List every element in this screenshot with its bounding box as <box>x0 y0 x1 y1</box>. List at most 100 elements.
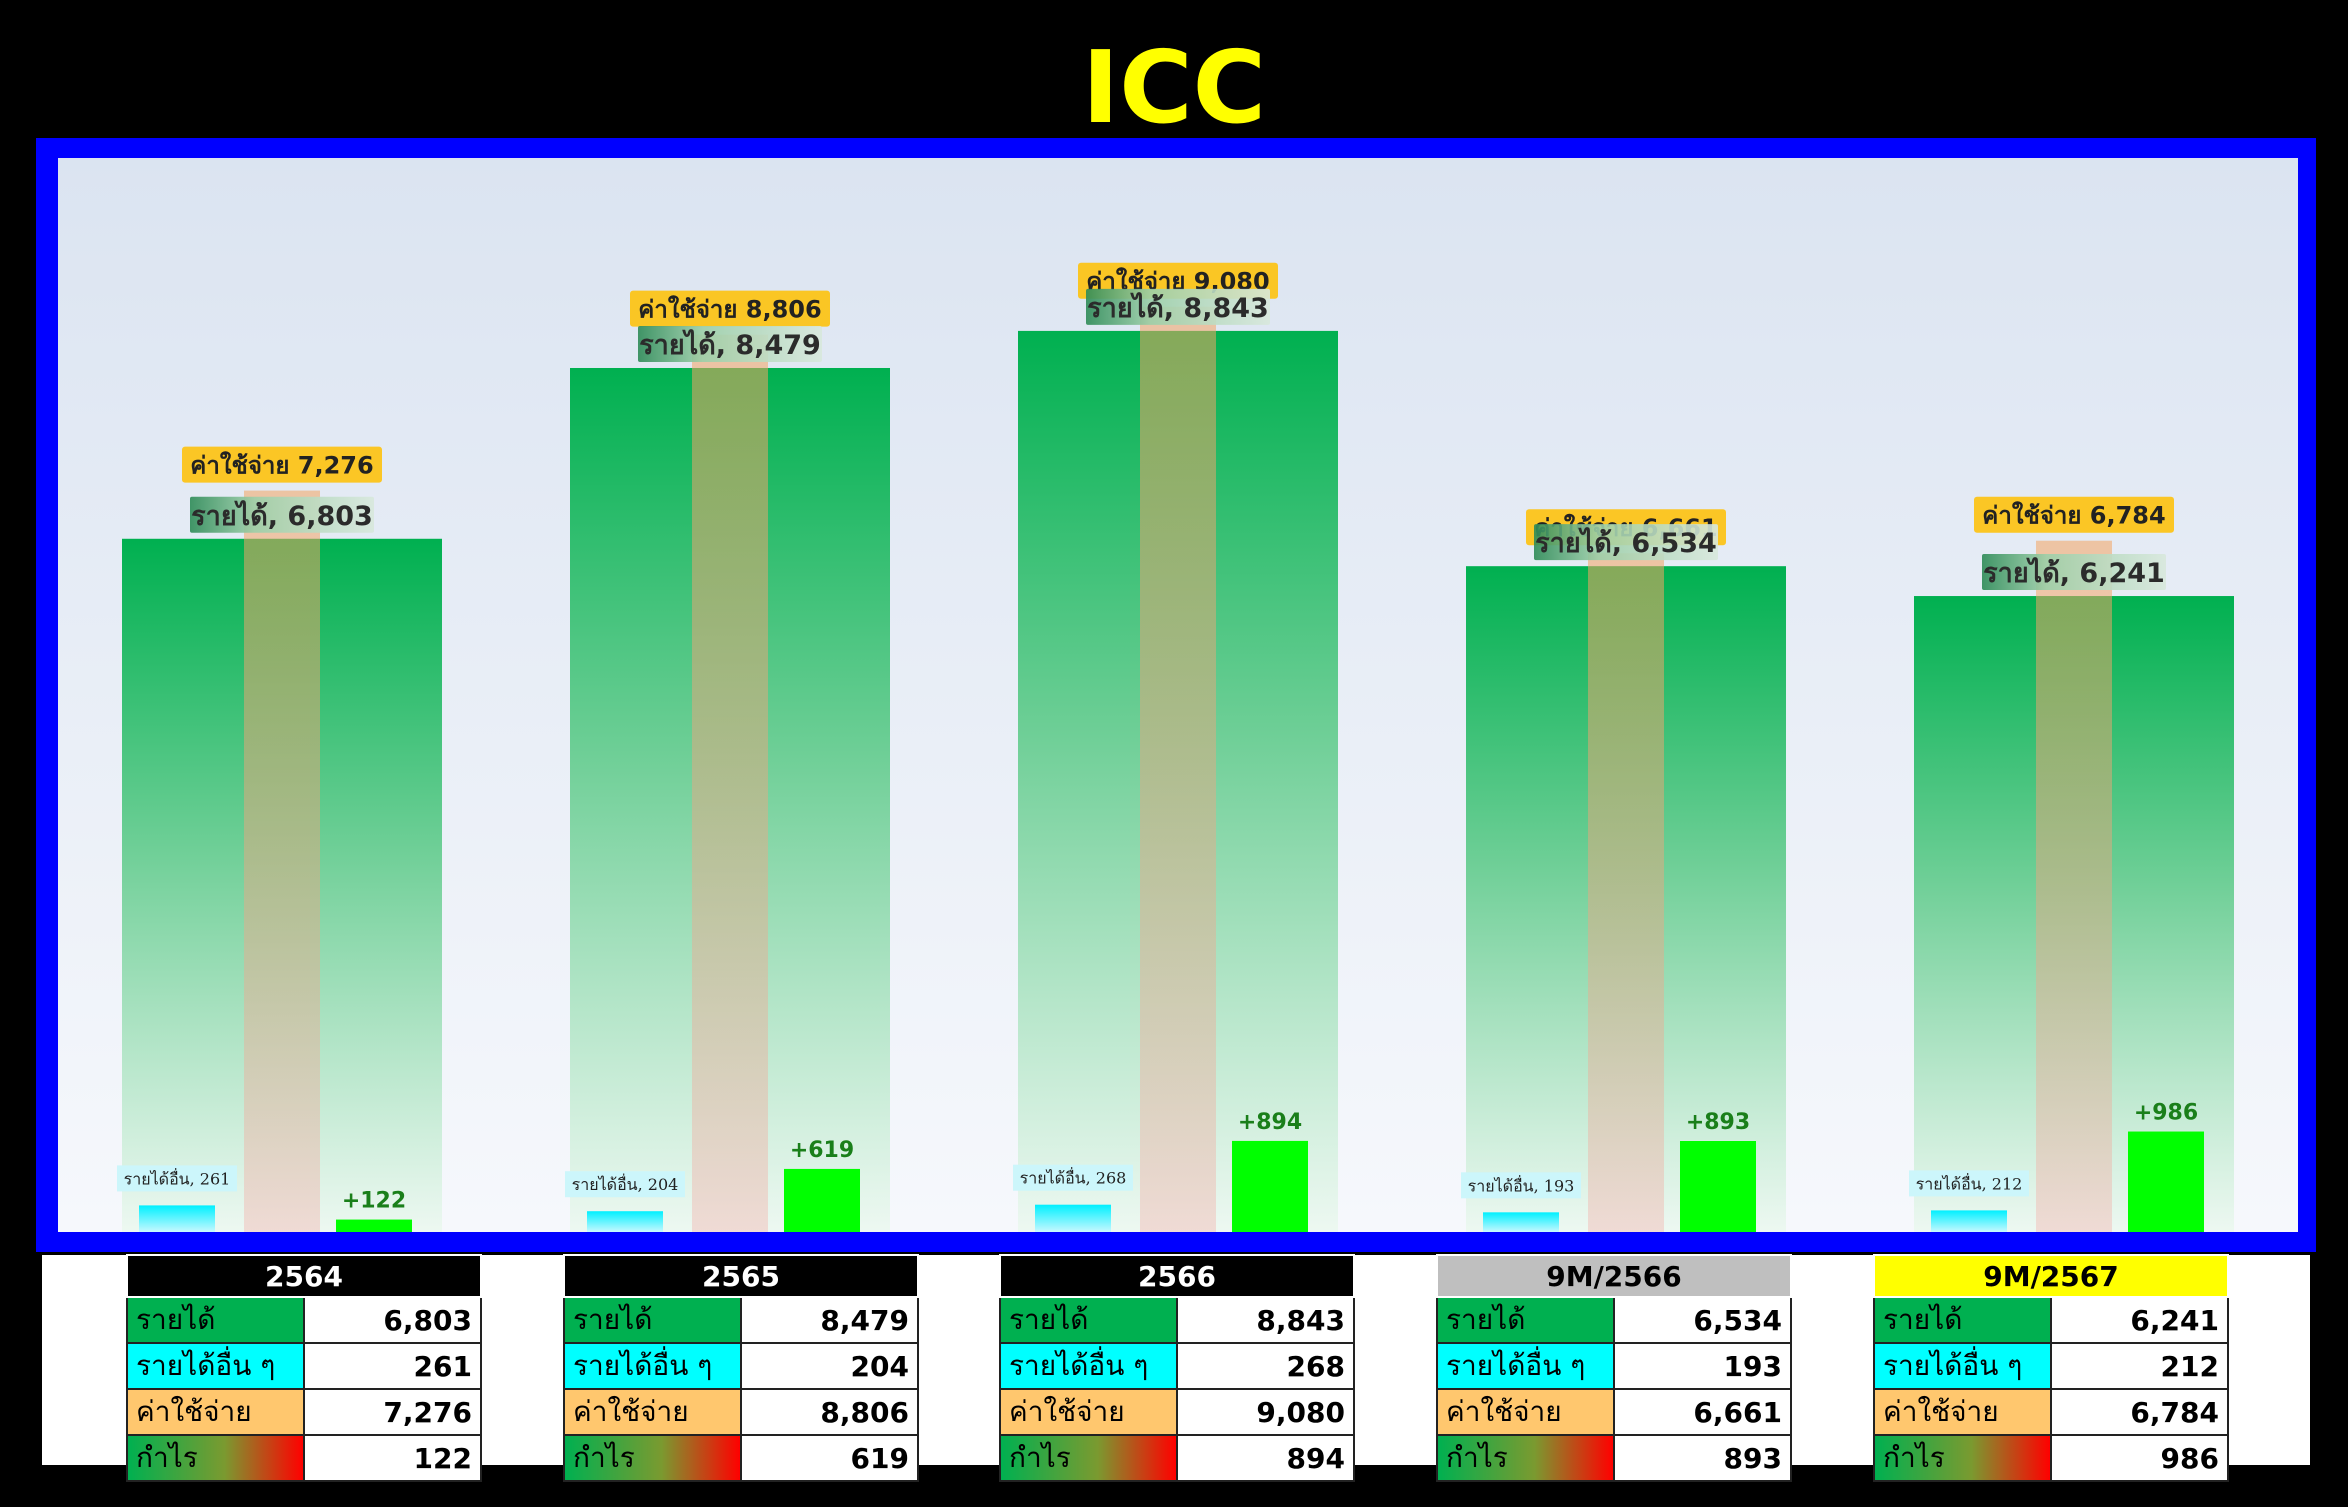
revenue-data-label: รายได้, 8,843 <box>1087 292 1269 324</box>
row-value-expense: 6,661 <box>1613 1388 1792 1436</box>
row-label-profit: กำไร <box>1873 1434 2052 1482</box>
table-row: รายได้ 6,803 <box>126 1296 482 1344</box>
summary-table-header: 2566 <box>999 1254 1355 1298</box>
profit-data-label: +893 <box>1686 1110 1750 1135</box>
other-income-bar <box>1931 1210 2007 1232</box>
summary-table: 9M/2566 รายได้ 6,534 รายได้อื่น ๆ 193 ค่าใช้จ… <box>1436 1254 1792 1482</box>
table-row: กำไร 894 <box>999 1434 1355 1482</box>
summary-table: 9M/2567 รายได้ 6,241 รายได้อื่น ๆ 212 ค่าใช้จ… <box>1873 1254 2229 1482</box>
chart-plot-area: ค่าใช้จ่าย 7,276 รายได้, 6,803 รายได้อื่น,… <box>58 158 2298 1232</box>
table-row: รายได้อื่น ๆ 212 <box>1873 1342 2229 1390</box>
row-label-expense: ค่าใช้จ่าย <box>1873 1388 2052 1436</box>
profit-data-label: +986 <box>2134 1101 2198 1126</box>
row-value-other: 268 <box>1176 1342 1355 1390</box>
other-income-label-box <box>565 1171 685 1198</box>
summary-table-header: 2565 <box>563 1254 919 1298</box>
row-value-other: 204 <box>740 1342 919 1390</box>
summary-table: 2564 รายได้ 6,803 รายได้อื่น ๆ 261 ค่าใช้จ่าย… <box>126 1254 482 1482</box>
row-label-revenue: รายได้ <box>126 1296 305 1344</box>
row-label-other: รายได้อื่น ๆ <box>563 1342 742 1390</box>
table-row: กำไร 619 <box>563 1434 919 1482</box>
row-label-expense: ค่าใช้จ่าย <box>126 1388 305 1436</box>
profit-data-label: +619 <box>790 1138 854 1163</box>
table-row: กำไร 122 <box>126 1434 482 1482</box>
other-income-data-label: รายได้อื่น, 193 <box>1468 1174 1575 1195</box>
revenue-label-box <box>1534 524 1718 561</box>
row-label-expense: ค่าใช้จ่าย <box>999 1388 1178 1436</box>
row-label-other: รายได้อื่น ๆ <box>1436 1342 1615 1390</box>
row-value-revenue: 8,843 <box>1176 1296 1355 1344</box>
table-row: รายได้อื่น ๆ 204 <box>563 1342 919 1390</box>
row-label-other: รายได้อื่น ๆ <box>1873 1342 2052 1390</box>
row-value-revenue: 6,534 <box>1613 1296 1792 1344</box>
row-value-profit: 619 <box>740 1434 919 1482</box>
profit-data-label: +122 <box>342 1189 406 1214</box>
row-value-expense: 9,080 <box>1176 1388 1355 1436</box>
expense-data-label: ค่าใช้จ่าย 8,806 <box>638 295 821 324</box>
table-row: รายได้ 6,534 <box>1436 1296 1792 1344</box>
other-income-bar <box>139 1205 215 1232</box>
row-value-revenue: 6,803 <box>303 1296 482 1344</box>
revenue-data-label: รายได้, 6,534 <box>1535 527 1717 559</box>
table-row: ค่าใช้จ่าย 8,806 <box>563 1388 919 1436</box>
table-row: รายได้ 6,241 <box>1873 1296 2229 1344</box>
row-label-revenue: รายได้ <box>999 1296 1178 1344</box>
row-value-profit: 122 <box>303 1434 482 1482</box>
profit-bar <box>336 1219 412 1232</box>
expense-data-label: ค่าใช้จ่าย 7,276 <box>190 451 373 480</box>
summary-table: 2565 รายได้ 8,479 รายได้อื่น ๆ 204 ค่าใช้จ่าย… <box>563 1254 919 1482</box>
profit-data-label: +894 <box>1238 1110 1302 1135</box>
expense-label-box <box>630 290 830 327</box>
expense-bar <box>2036 540 2112 1232</box>
row-label-revenue: รายได้ <box>1873 1296 2052 1344</box>
row-label-profit: กำไร <box>1436 1434 1615 1482</box>
revenue-label-box <box>190 496 374 533</box>
row-value-expense: 6,784 <box>2050 1388 2229 1436</box>
other-income-label-box <box>1909 1170 2029 1197</box>
revenue-data-label: รายได้, 8,479 <box>639 329 821 361</box>
table-row: รายได้อื่น ๆ 193 <box>1436 1342 1792 1390</box>
summary-table-header: 2564 <box>126 1254 482 1298</box>
revenue-label-box <box>638 325 822 362</box>
other-income-label-box <box>117 1165 237 1192</box>
summary-table: 2566 รายได้ 8,843 รายได้อื่น ๆ 268 ค่าใช้จ่าย… <box>999 1254 1355 1482</box>
row-label-expense: ค่าใช้จ่าย <box>1436 1388 1615 1436</box>
row-value-profit: 893 <box>1613 1434 1792 1482</box>
table-row: กำไร 986 <box>1873 1434 2229 1482</box>
row-label-revenue: รายได้ <box>1436 1296 1615 1344</box>
bar-chart: ค่าใช้จ่าย 7,276 รายได้, 6,803 รายได้อื่น,… <box>58 158 2298 1232</box>
expense-label-box <box>182 446 382 483</box>
row-value-expense: 8,806 <box>740 1388 919 1436</box>
other-income-bar <box>1483 1212 1559 1232</box>
row-label-profit: กำไร <box>999 1434 1178 1482</box>
other-income-data-label: รายได้อื่น, 204 <box>572 1173 679 1194</box>
table-row: ค่าใช้จ่าย 6,661 <box>1436 1388 1792 1436</box>
chart-title: ICC <box>1082 29 1266 146</box>
row-label-other: รายได้อื่น ๆ <box>999 1342 1178 1390</box>
table-row: รายได้ 8,479 <box>563 1296 919 1344</box>
table-row: รายได้ 8,843 <box>999 1296 1355 1344</box>
expense-bar <box>1588 553 1664 1232</box>
table-row: รายได้อื่น ๆ 261 <box>126 1342 482 1390</box>
profit-bar <box>1680 1141 1756 1232</box>
summary-table-header: 9M/2567 <box>1873 1254 2229 1298</box>
row-value-revenue: 6,241 <box>2050 1296 2229 1344</box>
row-label-revenue: รายได้ <box>563 1296 742 1344</box>
revenue-label-box <box>1086 288 1270 325</box>
profit-bar <box>784 1168 860 1232</box>
revenue-data-label: รายได้, 6,241 <box>1983 557 2165 589</box>
other-income-label-box <box>1461 1172 1581 1199</box>
profit-bar <box>2128 1131 2204 1232</box>
revenue-label-box <box>1982 554 2166 591</box>
row-value-other: 193 <box>1613 1342 1792 1390</box>
summary-table-header: 9M/2566 <box>1436 1254 1792 1298</box>
table-row: ค่าใช้จ่าย 7,276 <box>126 1388 482 1436</box>
row-value-other: 212 <box>2050 1342 2229 1390</box>
other-income-label-box <box>1013 1164 1133 1191</box>
table-row: ค่าใช้จ่าย 9,080 <box>999 1388 1355 1436</box>
other-income-data-label: รายได้อื่น, 212 <box>1916 1172 2023 1193</box>
table-row: รายได้อื่น ๆ 268 <box>999 1342 1355 1390</box>
expense-data-label: ค่าใช้จ่าย 6,784 <box>1982 501 2165 530</box>
row-value-expense: 7,276 <box>303 1388 482 1436</box>
expense-bar <box>1140 306 1216 1232</box>
